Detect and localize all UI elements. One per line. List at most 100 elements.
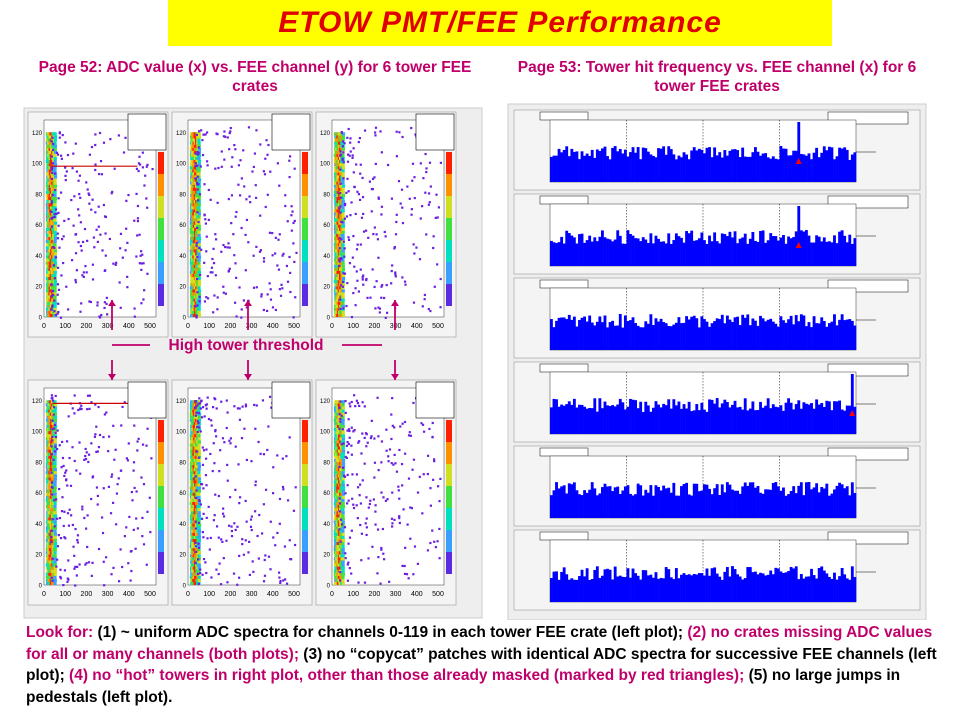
heatmap-cell: [196, 486, 200, 490]
scatter-point: [194, 407, 197, 410]
scatter-point: [70, 259, 74, 262]
hit-bar: [700, 316, 704, 350]
heatmap-cell: [341, 147, 345, 151]
scatter-point: [113, 167, 116, 170]
hit-bar: [578, 320, 581, 350]
hit-bar: [754, 147, 757, 182]
hit-bar: [759, 572, 762, 602]
scatter-point: [241, 405, 244, 408]
heatmap-cell: [335, 554, 339, 558]
scatter-point: [409, 537, 412, 540]
heatmap-cell: [197, 474, 201, 478]
hit-bar: [669, 149, 673, 182]
scatter-point: [56, 447, 59, 451]
heatmap-cell: [197, 187, 201, 191]
heatmap-cell: [193, 246, 197, 250]
heatmap-cell: [53, 418, 58, 422]
hit-bar: [560, 317, 564, 350]
scatter-point: [262, 257, 266, 260]
scatter-point: [59, 316, 63, 319]
scatter-point: [262, 170, 265, 173]
scatter-point: [278, 576, 281, 579]
heatmap-cell: [341, 514, 345, 518]
scatter-point: [98, 172, 101, 176]
scatter-point: [358, 198, 362, 201]
scatter-point: [371, 545, 374, 548]
hit-bar: [817, 492, 821, 518]
hit-bar: [593, 157, 597, 182]
heatmap-cell: [53, 310, 58, 314]
scatter-point: [94, 433, 97, 436]
heatmap-cell: [341, 431, 345, 435]
scatter-point: [50, 529, 53, 532]
hit-bar: [555, 320, 558, 350]
hit-bar: [720, 233, 724, 266]
scatter-point: [253, 403, 256, 407]
scatter-point: [196, 150, 199, 154]
scatter-point: [274, 308, 277, 312]
hit-bar: [705, 321, 709, 350]
heatmap-cell: [341, 236, 345, 241]
hit-bar: [799, 230, 803, 266]
hit-bar: [825, 241, 829, 266]
heatmap-cell: [189, 575, 193, 579]
scatter-point: [58, 444, 61, 447]
hit-bar: [827, 401, 831, 434]
heatmap-cell: [45, 563, 49, 567]
heatmap-cell: [341, 418, 345, 422]
scatter-point: [239, 159, 242, 162]
hit-bar: [792, 150, 796, 182]
heatmap-cell: [48, 283, 52, 287]
scatter-point: [237, 183, 240, 186]
hit-bar: [613, 406, 617, 434]
hit-bar: [634, 400, 637, 434]
hit-bar: [784, 243, 788, 266]
scatter-point: [394, 273, 397, 276]
hit-bar: [629, 493, 632, 518]
scatter-point: [338, 465, 341, 469]
scatter-point: [390, 525, 394, 528]
scatter-point: [52, 413, 55, 416]
heatmap-cell: [194, 206, 198, 210]
heatmap-cell: [192, 230, 196, 234]
hit-bar: [700, 149, 704, 182]
x-tick-label: 200: [81, 591, 93, 598]
scatter-point: [342, 272, 345, 275]
scatter-point: [290, 229, 293, 232]
scatter-point: [222, 285, 225, 288]
scatter-point: [133, 307, 136, 310]
scatter-point: [115, 523, 118, 526]
scatter-point: [53, 172, 57, 175]
y-tick-label: 0: [39, 584, 43, 590]
heatmap-cell: [53, 569, 57, 573]
heatmap-cell: [336, 184, 340, 188]
scatter-point: [354, 212, 357, 216]
scatter-point: [194, 527, 198, 530]
scatter-point: [428, 427, 431, 431]
heatmap-cell: [336, 203, 340, 207]
heatmap-cell: [197, 409, 201, 413]
scatter-point: [126, 241, 129, 244]
scatter-point: [207, 418, 211, 421]
arrowhead: [391, 300, 399, 306]
heatmap-cell: [53, 541, 58, 545]
heatmap-cell: [46, 246, 51, 250]
hit-bar: [850, 566, 854, 602]
scatter-point: [79, 310, 82, 313]
scatter-point: [81, 508, 84, 511]
hit-bar: [641, 495, 645, 518]
hit-bar: [720, 484, 724, 518]
scatter-point: [57, 211, 60, 214]
y-tick-label: 40: [35, 254, 42, 260]
hit-bar: [833, 572, 836, 602]
hit-bar: [708, 235, 711, 266]
hit-bar: [572, 237, 576, 266]
heatmap-cell: [53, 501, 57, 505]
scatter-point: [373, 437, 376, 440]
scatter-point: [137, 437, 140, 440]
scatter-point: [198, 426, 201, 429]
heatmap-cell: [189, 169, 193, 173]
heatmap-cell: [191, 529, 195, 533]
heatmap-cell: [338, 178, 343, 182]
scatter-point: [286, 499, 290, 502]
